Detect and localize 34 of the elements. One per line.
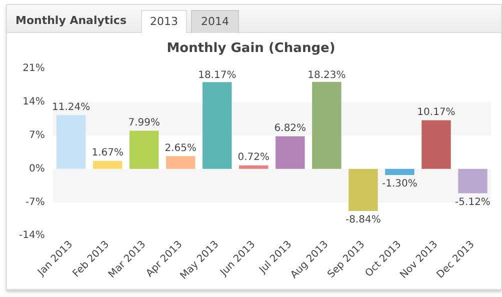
data-label: 2.65% (164, 142, 197, 154)
y-tick-label: 0% (28, 163, 45, 174)
bar (166, 156, 196, 169)
bar (312, 82, 342, 169)
bar (385, 168, 414, 176)
data-label: 7.99% (128, 117, 160, 128)
chart-title: Monthly Gain (Change) (166, 41, 336, 56)
bar (202, 82, 232, 169)
bar (348, 168, 378, 212)
y-tick-label: -7% (25, 196, 45, 208)
data-label: 10.17% (417, 106, 456, 118)
bar (239, 165, 268, 169)
bar (458, 168, 488, 194)
text: 2013 (141, 10, 187, 33)
text: 2014 (191, 10, 239, 33)
data-label: -5.12% (455, 196, 490, 208)
y-tick-label: 14% (22, 96, 45, 108)
data-label: 6.82% (274, 122, 306, 134)
data-label: 0.72% (238, 152, 270, 163)
bar (130, 130, 159, 169)
data-label: 18.17% (198, 70, 236, 82)
y-tick-label: -14% (18, 230, 45, 242)
y-tick-label: 21% (22, 63, 45, 74)
data-label: 11.24% (52, 102, 90, 113)
bar (276, 136, 305, 169)
bar (422, 120, 451, 169)
data-label: -8.84% (346, 214, 381, 226)
data-label: 1.67% (92, 147, 124, 158)
y-tick-label: 7% (28, 130, 45, 142)
data-label: -1.30% (382, 178, 418, 190)
text: Monthly Analytics (14, 13, 128, 29)
bar (93, 160, 122, 169)
bar (56, 115, 86, 169)
data-label: 18.23% (308, 70, 346, 82)
